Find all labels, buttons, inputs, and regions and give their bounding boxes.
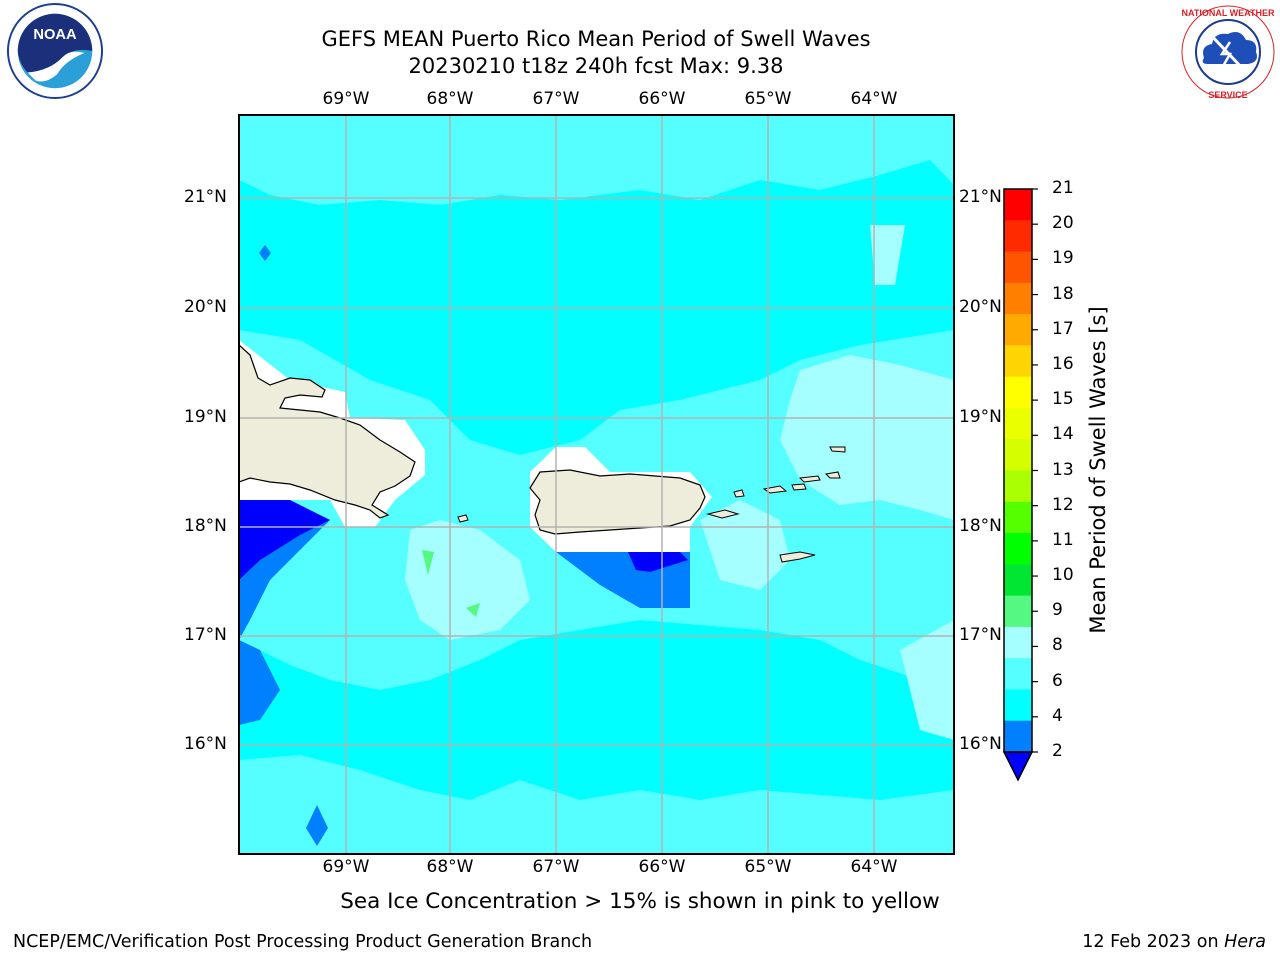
colorbar-tick-label: 2	[1052, 741, 1063, 761]
colorbar-bin	[1004, 533, 1032, 565]
contour-below-2-pr	[628, 552, 688, 572]
lon-label-bottom: 65°W	[744, 857, 792, 877]
colorbar-bin	[1004, 501, 1032, 534]
land-st-croix	[779, 551, 816, 563]
lon-label-top: 69°W	[322, 89, 370, 109]
lat-label-left: 19°N	[184, 407, 227, 427]
colorbar-bin	[1004, 251, 1032, 284]
footer-host: Hera	[1224, 932, 1266, 952]
land-virgin-gorda	[824, 471, 841, 479]
lon-label-top: 67°W	[532, 89, 580, 109]
lat-label-right: 17°N	[959, 625, 1002, 645]
colorbar-tick-label: 16	[1052, 353, 1074, 374]
colorbar-bin	[1004, 626, 1032, 659]
contour-8-9-right	[900, 620, 954, 740]
lon-label-top: 65°W	[744, 89, 792, 109]
contour-2-4-sw	[239, 640, 280, 725]
lat-label-right: 21°N	[959, 187, 1002, 207]
colorbar-bin	[1004, 407, 1032, 440]
lon-label-top: 66°W	[638, 89, 686, 109]
colorbar-title: Mean Period of Swell Waves [s]	[1086, 306, 1110, 634]
colorbar-tick-label: 8	[1052, 635, 1063, 656]
lon-label-top: 64°W	[850, 89, 898, 109]
footer-date-text: 12 Feb 2023 on	[1082, 932, 1219, 952]
colorbar-bin	[1004, 658, 1032, 690]
lon-label-bottom: 69°W	[322, 857, 370, 877]
nws-logo: NATIONAL WEATHER SERVICE	[1180, 4, 1276, 100]
contour-8-9-north-small	[870, 225, 905, 285]
lon-label-top: 68°W	[426, 89, 474, 109]
colorbar-extend-arrow	[1002, 751, 1034, 782]
lat-label-right: 16°N	[959, 734, 1002, 754]
contour-8-9-west	[405, 520, 530, 640]
colorbar-bin	[1004, 345, 1032, 378]
contour-2-4-spot	[306, 805, 328, 846]
lon-label-bottom: 66°W	[638, 857, 686, 877]
colorbar-bin	[1004, 689, 1032, 722]
colorbar-bin	[1004, 595, 1032, 628]
lat-label-left: 20°N	[184, 297, 227, 317]
land-anegada	[829, 446, 846, 453]
map-frame	[238, 114, 955, 855]
noaa-logo: NOAA	[6, 2, 104, 100]
colorbar-tick-label: 11	[1052, 529, 1074, 550]
colorbar-tick-label: 12	[1052, 494, 1074, 515]
contour-6-8-north	[239, 115, 954, 205]
land-hispaniola	[239, 344, 416, 519]
land-tortola	[798, 475, 821, 483]
lon-label-bottom: 64°W	[850, 857, 898, 877]
lat-label-left: 18°N	[184, 516, 227, 536]
colorbar-bin	[1004, 564, 1032, 597]
colorbar-bin	[1004, 314, 1032, 346]
svg-text:NATIONAL WEATHER: NATIONAL WEATHER	[1182, 8, 1275, 18]
lat-label-left: 17°N	[184, 625, 227, 645]
land-mona	[457, 514, 469, 523]
contour-8-9-east	[780, 355, 954, 520]
lat-label-left: 21°N	[184, 187, 227, 207]
land-st-john	[791, 483, 807, 491]
colorbar-tick-label: 6	[1052, 670, 1063, 691]
contour-9-10-b	[466, 603, 480, 617]
lat-label-right: 19°N	[959, 407, 1002, 427]
colorbar-tick-label: 10	[1052, 565, 1074, 586]
lat-label-right: 20°N	[959, 297, 1002, 317]
colorbar-tick-label: 19	[1052, 248, 1074, 269]
colorbar-bin	[1004, 189, 1032, 221]
contour-9-10-a	[422, 550, 434, 575]
footer-credit: NCEP/EMC/Verification Post Processing Pr…	[13, 932, 593, 952]
svg-text:NOAA: NOAA	[33, 27, 77, 43]
colorbar-tick-label: 20	[1052, 213, 1074, 234]
colorbar-bin	[1004, 220, 1032, 253]
colorbar-tick-label: 9	[1052, 600, 1063, 621]
colorbar-tick-label: 4	[1052, 705, 1063, 726]
land-vieques	[706, 509, 740, 519]
graticule	[239, 115, 954, 854]
svg-text:SERVICE: SERVICE	[1208, 90, 1247, 100]
chart-subtitle: 20230210 t18z 240h fcst Max: 9.38	[408, 54, 784, 78]
sea-ice-note: Sea Ice Concentration > 15% is shown in …	[340, 889, 940, 914]
chart-title: GEFS MEAN Puerto Rico Mean Period of Swe…	[321, 27, 871, 51]
colorbar-bin	[1004, 376, 1032, 409]
colorbar-tick-label: 13	[1052, 459, 1074, 480]
contour-6-8-south	[239, 755, 954, 854]
land-culebra	[733, 489, 745, 498]
colorbar-bin	[1004, 470, 1032, 503]
contour-2-4-dot	[259, 245, 271, 261]
colorbar-tick-label: 18	[1052, 283, 1074, 304]
contour-below-2-west	[239, 500, 330, 580]
lon-label-bottom: 68°W	[426, 857, 474, 877]
colorbar-bin	[1004, 720, 1032, 753]
colorbar-tick-label: 21	[1052, 178, 1074, 198]
colorbar-tick-label: 15	[1052, 389, 1074, 410]
lon-label-bottom: 67°W	[532, 857, 580, 877]
footer-date: 12 Feb 2023 on Hera	[1082, 932, 1266, 952]
lat-label-right: 18°N	[959, 516, 1002, 536]
colorbar-bin	[1004, 282, 1032, 315]
colorbar-tick-label: 17	[1052, 318, 1074, 339]
colorbar-bin	[1004, 439, 1032, 471]
colorbar-tick-label: 14	[1052, 424, 1074, 445]
lat-label-left: 16°N	[184, 734, 227, 754]
